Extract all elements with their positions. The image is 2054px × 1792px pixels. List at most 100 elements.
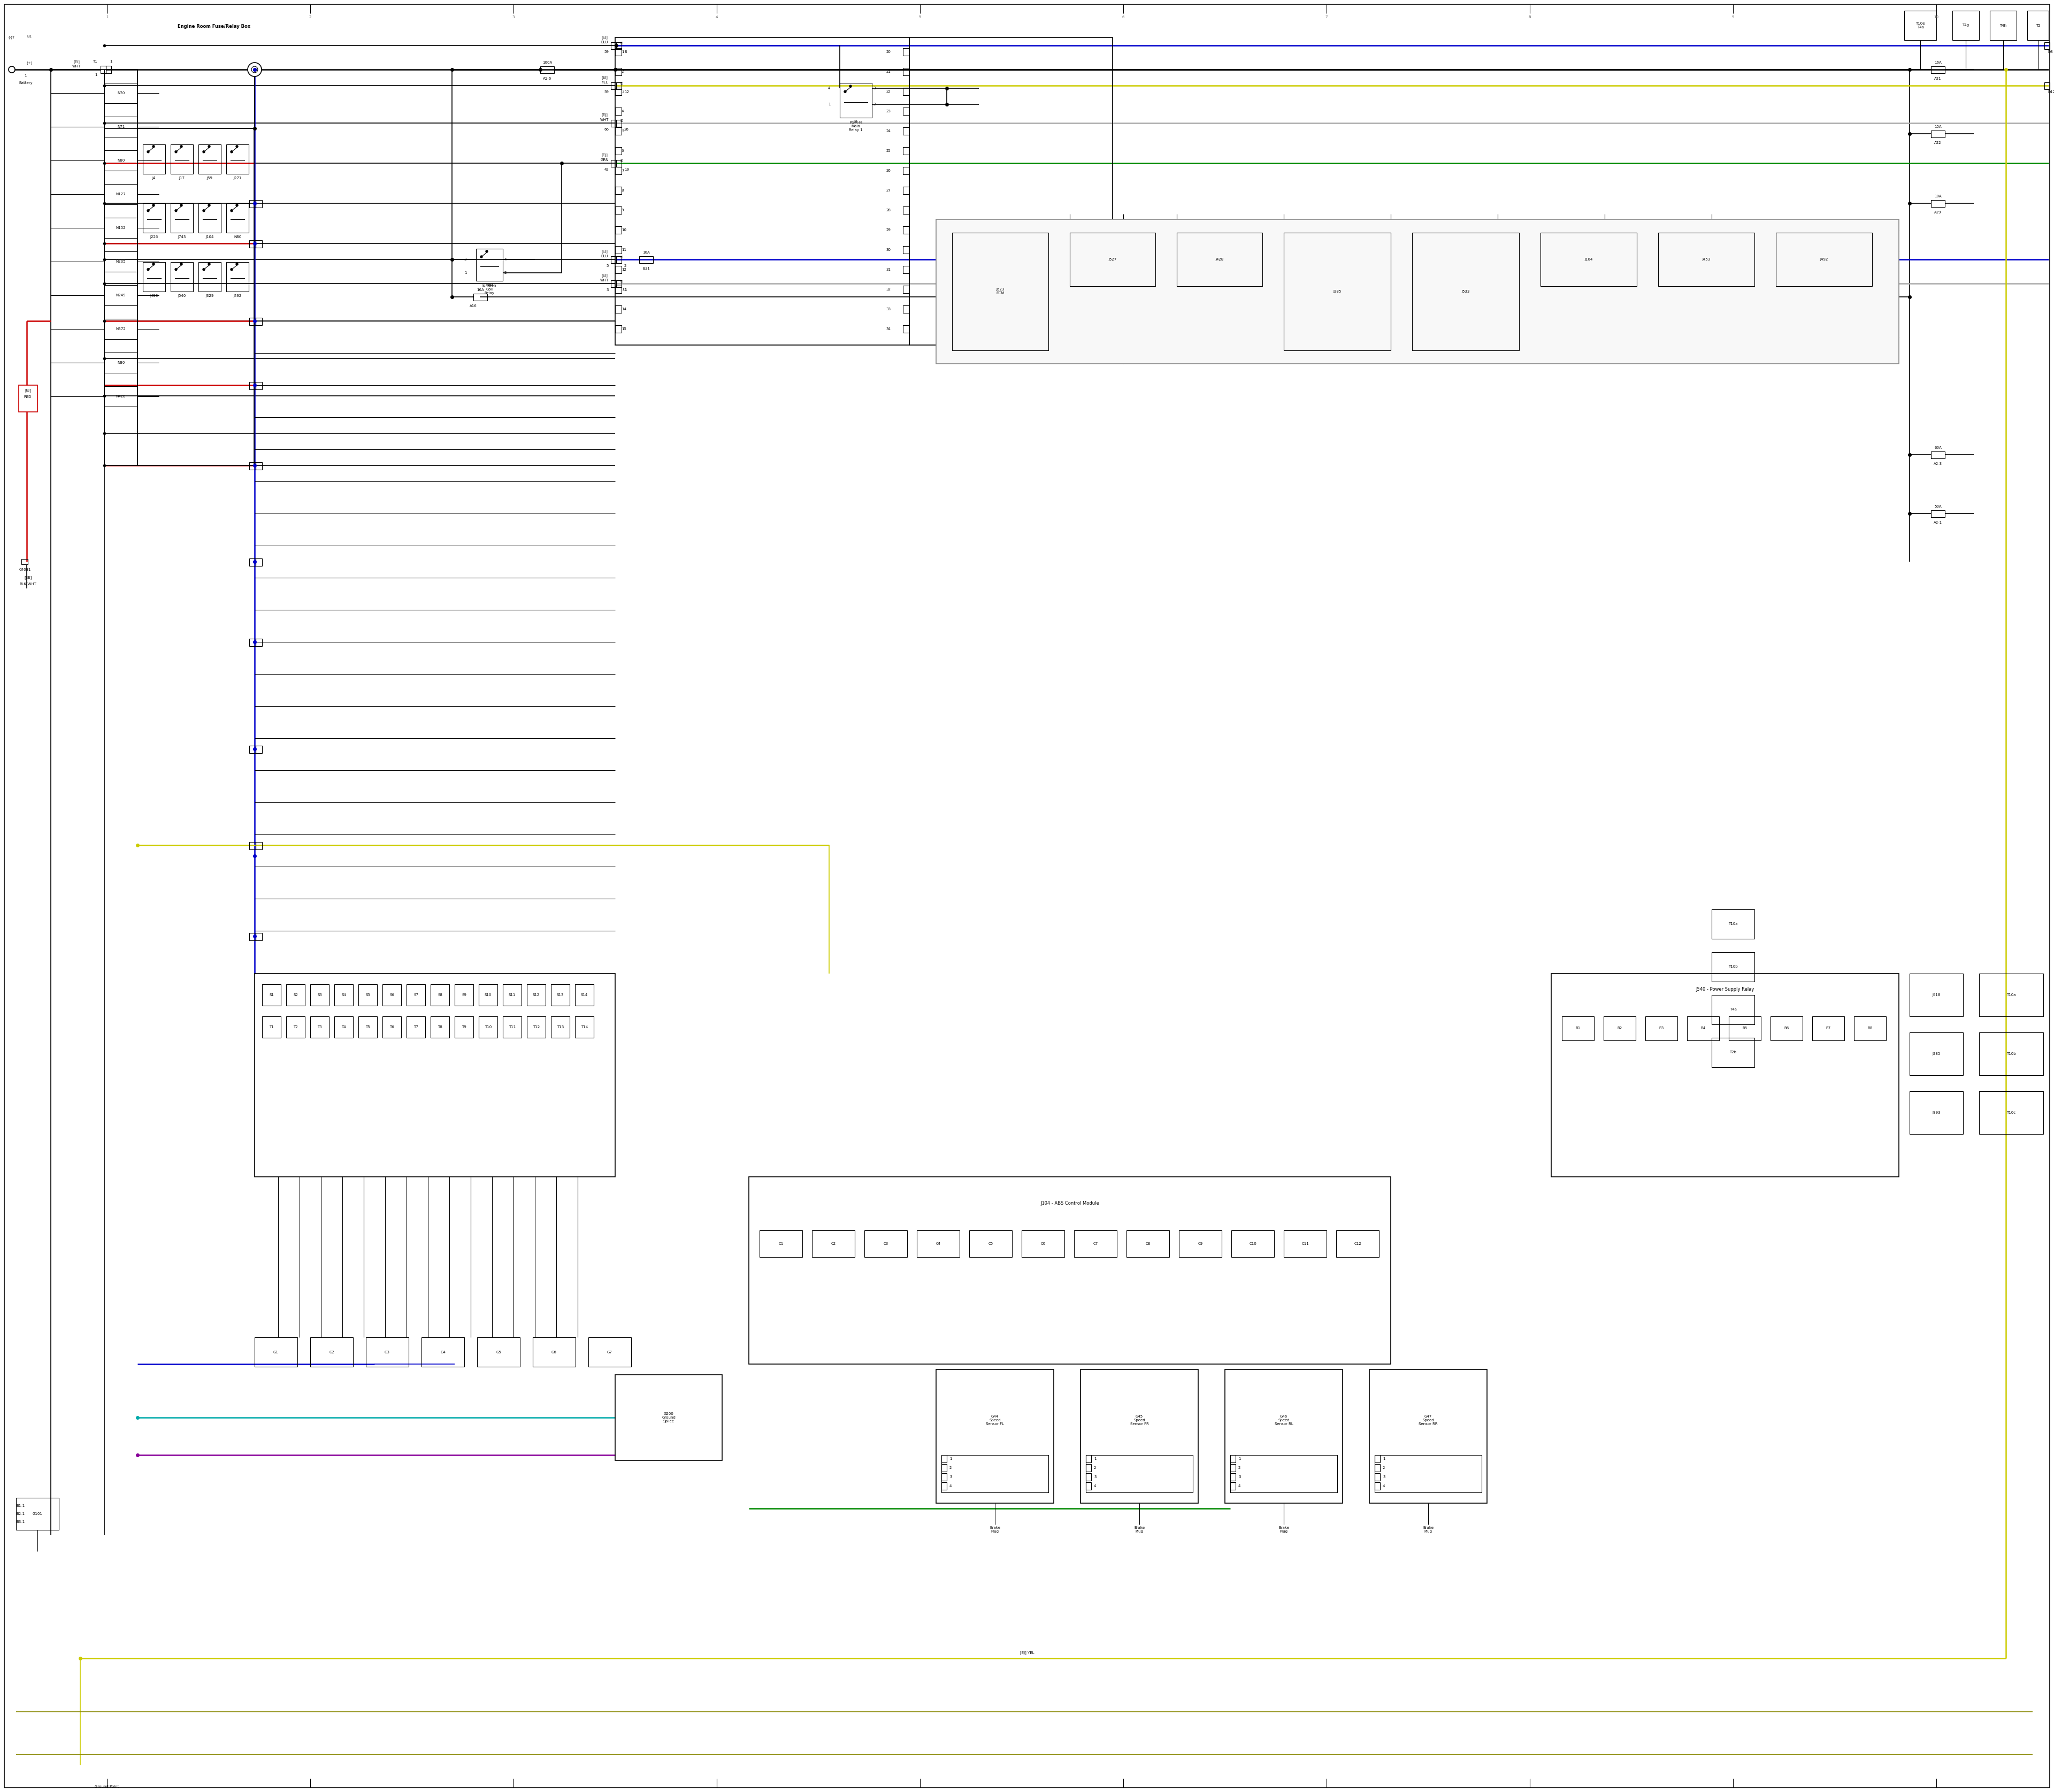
Text: S6: S6 bbox=[390, 993, 394, 996]
Bar bbox=[1374, 1464, 1380, 1471]
Bar bbox=[614, 167, 622, 174]
Text: S14: S14 bbox=[581, 993, 587, 996]
Bar bbox=[614, 48, 622, 56]
Bar bbox=[1230, 1482, 1237, 1489]
Bar bbox=[1658, 233, 1754, 287]
Bar bbox=[1337, 1231, 1378, 1256]
Text: 2: 2 bbox=[505, 271, 507, 274]
Text: RED: RED bbox=[25, 396, 31, 398]
Circle shape bbox=[148, 210, 150, 211]
Bar bbox=[904, 127, 910, 134]
Bar bbox=[503, 1016, 522, 1038]
Bar bbox=[105, 353, 138, 373]
Text: 1: 1 bbox=[624, 289, 626, 292]
Text: G47
Speed
Sensor RR: G47 Speed Sensor RR bbox=[1419, 1416, 1438, 1426]
Bar bbox=[21, 559, 29, 564]
Text: [EI]: [EI] bbox=[74, 61, 80, 65]
Text: D: D bbox=[620, 256, 622, 258]
Text: C3: C3 bbox=[883, 1242, 887, 1245]
Bar bbox=[366, 1337, 409, 1367]
Bar bbox=[1711, 1038, 1754, 1068]
Text: 4: 4 bbox=[622, 109, 624, 113]
Bar bbox=[1904, 11, 1937, 39]
Text: Brake
Plug: Brake Plug bbox=[1134, 1527, 1144, 1534]
Text: J104: J104 bbox=[1584, 258, 1592, 262]
Text: A1-6: A1-6 bbox=[542, 77, 553, 81]
Bar bbox=[1990, 11, 2017, 39]
Text: 59: 59 bbox=[604, 50, 608, 54]
Bar bbox=[170, 202, 193, 233]
Text: C12: C12 bbox=[1354, 1242, 1362, 1245]
Circle shape bbox=[181, 204, 183, 206]
Text: C10: C10 bbox=[1249, 1242, 1257, 1245]
Bar bbox=[904, 285, 910, 294]
Bar bbox=[614, 246, 622, 253]
Text: [EJ]: [EJ] bbox=[602, 75, 608, 79]
Bar bbox=[382, 984, 401, 1005]
Circle shape bbox=[236, 263, 238, 265]
Text: T12: T12 bbox=[532, 1025, 540, 1029]
Text: A29: A29 bbox=[1935, 211, 1941, 213]
Bar bbox=[249, 382, 255, 389]
Text: B2-1: B2-1 bbox=[16, 1512, 25, 1516]
Text: 3: 3 bbox=[1239, 1475, 1241, 1478]
Bar bbox=[105, 387, 138, 407]
Text: 1: 1 bbox=[1382, 1457, 1384, 1460]
Text: 3: 3 bbox=[873, 86, 875, 90]
Text: N44: N44 bbox=[485, 283, 493, 287]
Bar bbox=[255, 934, 263, 941]
Bar bbox=[335, 1016, 353, 1038]
Text: 2: 2 bbox=[873, 102, 875, 106]
Text: 1: 1 bbox=[622, 50, 624, 54]
Bar bbox=[407, 1016, 425, 1038]
Bar bbox=[941, 1464, 947, 1471]
Bar bbox=[904, 108, 910, 115]
Bar bbox=[199, 145, 222, 174]
Text: T4: T4 bbox=[341, 1025, 345, 1029]
Bar bbox=[1711, 995, 1754, 1025]
Bar bbox=[255, 201, 263, 208]
Bar bbox=[610, 280, 616, 287]
Text: 1: 1 bbox=[25, 73, 27, 77]
Text: [EJ]: [EJ] bbox=[602, 274, 608, 278]
Text: 3: 3 bbox=[1382, 1475, 1384, 1478]
Bar bbox=[170, 262, 193, 292]
Bar bbox=[357, 984, 378, 1005]
Text: 21: 21 bbox=[885, 70, 891, 73]
Text: D: D bbox=[620, 159, 622, 163]
Text: B1-1: B1-1 bbox=[16, 1503, 25, 1507]
Text: A2-3: A2-3 bbox=[1933, 462, 1943, 466]
Bar bbox=[904, 265, 910, 274]
Text: 29: 29 bbox=[885, 228, 891, 231]
Bar bbox=[550, 984, 569, 1005]
Text: J743: J743 bbox=[179, 235, 187, 238]
Bar bbox=[840, 82, 871, 118]
Text: S7: S7 bbox=[413, 993, 419, 996]
Bar bbox=[528, 1016, 546, 1038]
Bar bbox=[1980, 1032, 2044, 1075]
Circle shape bbox=[152, 263, 154, 265]
Bar bbox=[1561, 1016, 1594, 1041]
Bar bbox=[614, 38, 910, 346]
Bar bbox=[255, 382, 263, 389]
Text: S9: S9 bbox=[462, 993, 466, 996]
Circle shape bbox=[844, 91, 846, 93]
Text: J393: J393 bbox=[1933, 1111, 1941, 1115]
Bar bbox=[1087, 1464, 1091, 1471]
Text: 12: 12 bbox=[622, 269, 626, 271]
Text: 9: 9 bbox=[622, 208, 624, 211]
Bar bbox=[255, 842, 263, 849]
Text: 13: 13 bbox=[622, 289, 626, 290]
Text: 50A: 50A bbox=[1935, 505, 1941, 509]
Circle shape bbox=[207, 204, 210, 206]
Text: 16A: 16A bbox=[477, 289, 485, 292]
Text: G46
Speed
Sensor RL: G46 Speed Sensor RL bbox=[1273, 1416, 1294, 1426]
Text: 7: 7 bbox=[1325, 16, 1327, 18]
Text: 2: 2 bbox=[949, 1466, 951, 1469]
Text: Ground Point: Ground Point bbox=[94, 1785, 119, 1788]
Bar bbox=[614, 88, 622, 95]
Bar bbox=[614, 68, 622, 75]
Text: T10b: T10b bbox=[2007, 1052, 2015, 1055]
Text: C1: C1 bbox=[778, 1242, 783, 1245]
Text: J285: J285 bbox=[1333, 290, 1341, 294]
